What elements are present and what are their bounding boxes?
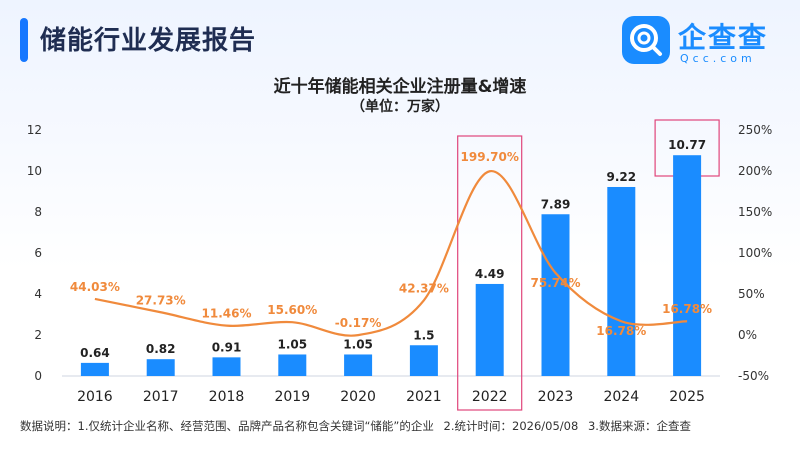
footer-note-3: 3.数据来源：企查查 (587, 419, 691, 433)
x-tick-label: 2022 (472, 389, 508, 405)
x-tick-label: 2024 (603, 389, 639, 405)
bar-value-label: 0.64 (80, 346, 110, 360)
bar-2021 (409, 345, 438, 376)
footer-note-2: 2.统计时间：2026/05/08 (443, 419, 579, 433)
bar-value-label: 1.05 (277, 337, 307, 351)
growth-rate-label: -0.17% (335, 316, 382, 330)
bar-value-label: 0.82 (146, 342, 176, 356)
growth-rate-label: 42.37% (399, 281, 449, 295)
y-right-tick-label: 100% (738, 246, 772, 260)
header-accent-bar (20, 18, 28, 62)
growth-rate-label: 75.74% (531, 276, 581, 290)
growth-rate-label: 16.78% (596, 324, 646, 338)
highlight-box-2022 (457, 135, 523, 411)
y-left-tick-label: 8 (34, 205, 42, 219)
y-right-tick-label: 150% (738, 205, 772, 219)
qcc-logo-icon (622, 16, 670, 64)
growth-rate-label: 11.46% (202, 307, 252, 321)
x-tick-label: 2020 (340, 389, 376, 405)
y-right-tick-label: 200% (738, 164, 772, 178)
chart-subtitle: （单位：万家） (351, 99, 449, 115)
y-left-tick-label: 4 (34, 287, 42, 301)
page-title: 储能行业发展报告 (40, 26, 257, 56)
y-right-tick-label: 0% (738, 328, 757, 342)
bar-2019 (278, 354, 307, 376)
growth-rate-line (94, 170, 688, 337)
x-tick-label: 2018 (209, 389, 245, 405)
growth-rate-label: 44.03% (70, 280, 120, 294)
footer-note-1: 数据说明：1.仅统计企业名称、经营范围、品牌产品名称包含关键词“储能”的企业 (20, 419, 434, 433)
y-left-tick-label: 10 (27, 164, 42, 178)
y-right-tick-label: -50% (738, 369, 769, 383)
brand-logo: 企查查 Qcc.com (622, 16, 782, 66)
x-tick-label: 2023 (538, 389, 574, 405)
bar-value-label: 9.22 (606, 170, 636, 184)
bar-value-label: 4.49 (475, 267, 505, 281)
x-tick-label: 2016 (77, 389, 113, 405)
bar-value-label: 0.91 (212, 340, 242, 354)
x-tick-label: 2017 (143, 389, 179, 405)
y-right-tick-label: 250% (738, 123, 772, 137)
logo-sub: Qcc.com (680, 52, 756, 65)
bar-value-label: 1.05 (343, 337, 373, 351)
logo-name: 企查查 (678, 21, 769, 54)
bar-2025 (673, 155, 702, 376)
bar-2016 (80, 362, 109, 376)
y-right-tick-label: 50% (738, 287, 765, 301)
bar-2017 (146, 359, 175, 376)
chart-title: 近十年储能相关企业注册量&增速 (273, 77, 527, 97)
growth-rate-label: 27.73% (136, 293, 186, 307)
bar-2018 (212, 357, 241, 376)
y-left-tick-label: 0 (34, 369, 42, 383)
y-left-tick-label: 6 (34, 246, 42, 260)
growth-rate-label: 15.60% (267, 303, 317, 317)
growth-rate-label: 16.78% (662, 302, 712, 316)
bar-2024 (607, 186, 636, 376)
bar-value-label: 7.89 (541, 197, 571, 211)
y-left-tick-label: 12 (27, 123, 42, 137)
footer-notes: 数据说明：1.仅统计企业名称、经营范围、品牌产品名称包含关键词“储能”的企业 2… (20, 418, 697, 434)
bar-value-label: 10.77 (668, 138, 706, 152)
x-tick-label: 2019 (274, 389, 310, 405)
bar-value-label: 1.5 (413, 328, 434, 342)
y-left-tick-label: 2 (34, 328, 42, 342)
growth-rate-label: 199.70% (461, 150, 519, 164)
x-tick-label: 2021 (406, 389, 442, 405)
bar-2023 (541, 214, 570, 376)
bar-2022 (475, 283, 504, 376)
bar-2020 (344, 354, 373, 376)
x-tick-label: 2025 (669, 389, 705, 405)
